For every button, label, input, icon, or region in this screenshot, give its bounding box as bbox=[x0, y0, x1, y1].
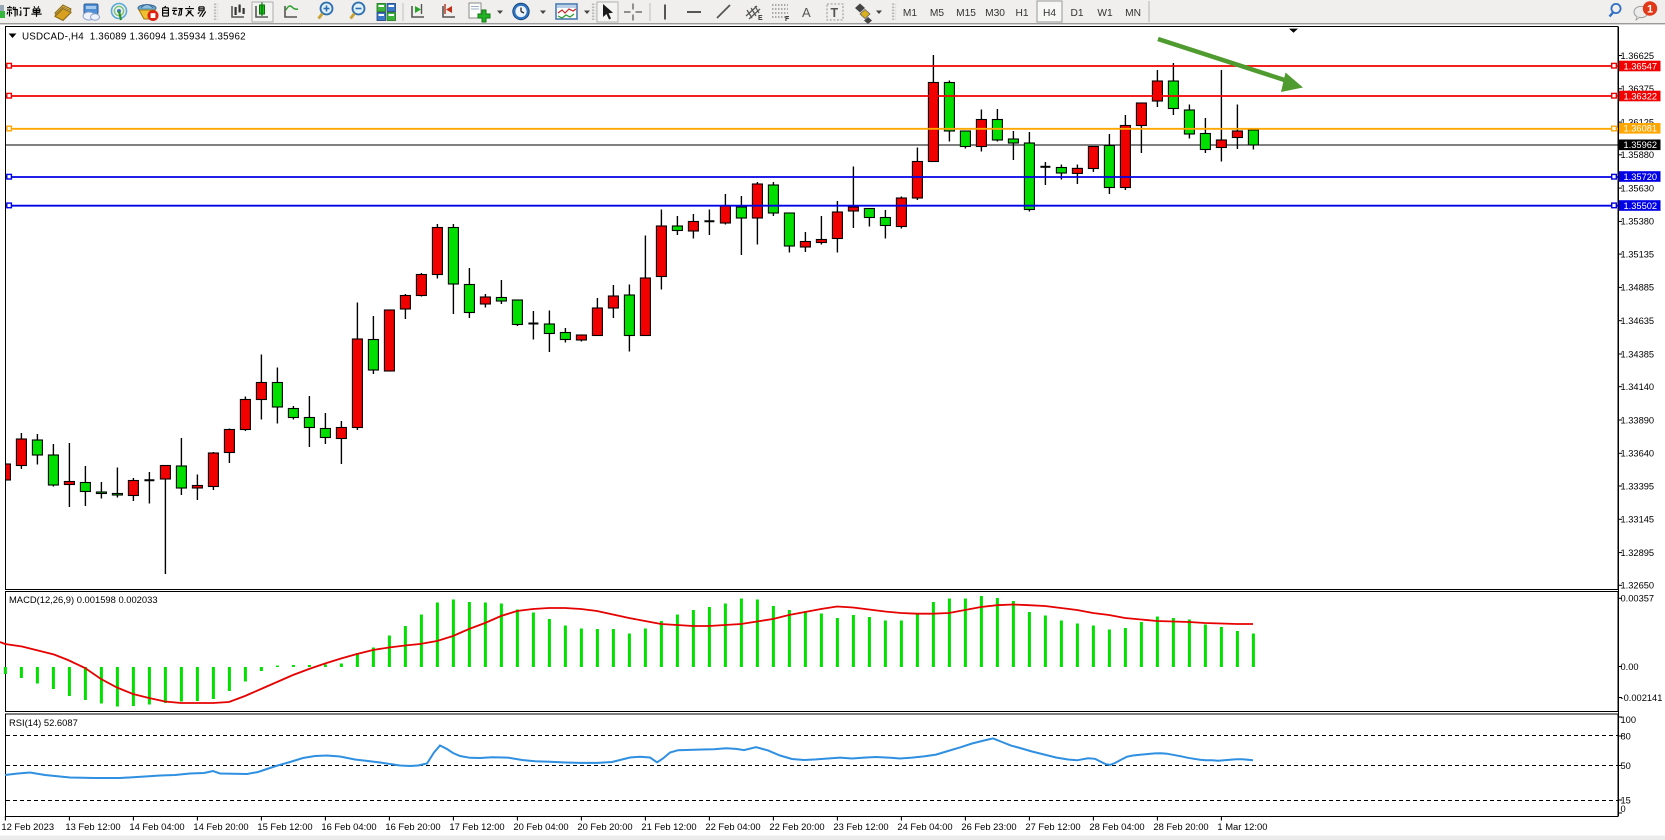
svg-text:21 Feb 12:00: 21 Feb 12:00 bbox=[641, 821, 696, 832]
svg-text:1.36547: 1.36547 bbox=[1624, 61, 1658, 71]
svg-text:1.32650: 1.32650 bbox=[1621, 581, 1655, 591]
svg-text:1.36081: 1.36081 bbox=[1624, 124, 1658, 134]
svg-text:1.34635: 1.34635 bbox=[1621, 316, 1655, 326]
svg-text:14 Feb 04:00: 14 Feb 04:00 bbox=[129, 821, 184, 832]
svg-text:1.36625: 1.36625 bbox=[1621, 51, 1655, 61]
svg-text:M1: M1 bbox=[903, 8, 917, 19]
svg-text:RSI(14) 52.6087: RSI(14) 52.6087 bbox=[9, 717, 78, 728]
svg-text:1.34885: 1.34885 bbox=[1621, 283, 1655, 293]
svg-text:1.35880: 1.35880 bbox=[1621, 150, 1655, 160]
svg-text:1.35720: 1.35720 bbox=[1624, 172, 1658, 182]
svg-text:1.35962: 1.35962 bbox=[1624, 140, 1658, 150]
svg-text:1.34385: 1.34385 bbox=[1621, 349, 1655, 359]
svg-text:M30: M30 bbox=[985, 8, 1005, 19]
svg-text:1.35380: 1.35380 bbox=[1621, 217, 1655, 227]
svg-text:H4: H4 bbox=[1043, 8, 1056, 19]
svg-text:22 Feb 20:00: 22 Feb 20:00 bbox=[769, 821, 824, 832]
svg-text:100: 100 bbox=[1621, 715, 1637, 725]
svg-text:MN: MN bbox=[1125, 8, 1141, 19]
svg-text:USDCAD-,H4 1.36089 1.36094 1.: USDCAD-,H4 1.36089 1.36094 1.35934 1.359… bbox=[22, 32, 246, 43]
svg-text:24 Feb 04:00: 24 Feb 04:00 bbox=[897, 821, 952, 832]
svg-text:16 Feb 20:00: 16 Feb 20:00 bbox=[385, 821, 440, 832]
svg-text:17 Feb 12:00: 17 Feb 12:00 bbox=[449, 821, 504, 832]
svg-text:1.36322: 1.36322 bbox=[1624, 91, 1658, 101]
svg-text:1.34140: 1.34140 bbox=[1621, 382, 1655, 392]
svg-text:1.32895: 1.32895 bbox=[1621, 548, 1655, 558]
svg-text:14 Feb 20:00: 14 Feb 20:00 bbox=[193, 821, 248, 832]
svg-text:1: 1 bbox=[1647, 3, 1653, 15]
svg-text:28 Feb 04:00: 28 Feb 04:00 bbox=[1089, 821, 1144, 832]
svg-text:26 Feb 23:00: 26 Feb 23:00 bbox=[961, 821, 1016, 832]
svg-text:F: F bbox=[785, 16, 790, 23]
svg-text:1.33145: 1.33145 bbox=[1621, 515, 1655, 525]
svg-text:28 Feb 20:00: 28 Feb 20:00 bbox=[1153, 821, 1208, 832]
svg-text:20 Feb 04:00: 20 Feb 04:00 bbox=[513, 821, 568, 832]
svg-text:M5: M5 bbox=[930, 8, 944, 19]
svg-text:80: 80 bbox=[1621, 731, 1631, 741]
svg-text:1.35135: 1.35135 bbox=[1621, 249, 1655, 259]
svg-text:W1: W1 bbox=[1097, 8, 1113, 19]
svg-text:E: E bbox=[758, 15, 763, 22]
svg-text:D1: D1 bbox=[1070, 8, 1083, 19]
svg-text:0.00357: 0.00357 bbox=[1621, 594, 1655, 604]
svg-text:1.36125: 1.36125 bbox=[1621, 117, 1655, 127]
svg-text:0: 0 bbox=[1621, 804, 1626, 814]
svg-text:50: 50 bbox=[1621, 761, 1631, 771]
svg-text:H1: H1 bbox=[1015, 8, 1028, 19]
svg-text:20 Feb 20:00: 20 Feb 20:00 bbox=[577, 821, 632, 832]
svg-text:23 Feb 12:00: 23 Feb 12:00 bbox=[833, 821, 888, 832]
svg-text:15: 15 bbox=[1621, 795, 1631, 805]
svg-text:1 Mar 12:00: 1 Mar 12:00 bbox=[1217, 821, 1267, 832]
svg-text:13 Feb 12:00: 13 Feb 12:00 bbox=[65, 821, 120, 832]
svg-text:1.33395: 1.33395 bbox=[1621, 481, 1655, 491]
svg-text:M15: M15 bbox=[956, 8, 976, 19]
svg-text:1.33890: 1.33890 bbox=[1621, 415, 1655, 425]
svg-text:16 Feb 04:00: 16 Feb 04:00 bbox=[321, 821, 376, 832]
svg-text:-0.002141: -0.002141 bbox=[1621, 693, 1663, 703]
svg-text:T: T bbox=[831, 6, 839, 20]
svg-text:12 Feb 2023: 12 Feb 2023 bbox=[1, 821, 54, 832]
svg-text:1.33640: 1.33640 bbox=[1621, 449, 1655, 459]
svg-text:0.00: 0.00 bbox=[1621, 662, 1639, 672]
svg-text:27 Feb 12:00: 27 Feb 12:00 bbox=[1025, 821, 1080, 832]
svg-text:A: A bbox=[802, 5, 811, 20]
svg-text:15 Feb 12:00: 15 Feb 12:00 bbox=[257, 821, 312, 832]
svg-text:1.36375: 1.36375 bbox=[1621, 84, 1655, 94]
svg-text:1.35502: 1.35502 bbox=[1624, 201, 1658, 211]
svg-text:MACD(12,26,9) 0.001598 0.00203: MACD(12,26,9) 0.001598 0.002033 bbox=[9, 594, 158, 605]
svg-text:1.35630: 1.35630 bbox=[1621, 183, 1655, 193]
svg-text:22 Feb 04:00: 22 Feb 04:00 bbox=[705, 821, 760, 832]
